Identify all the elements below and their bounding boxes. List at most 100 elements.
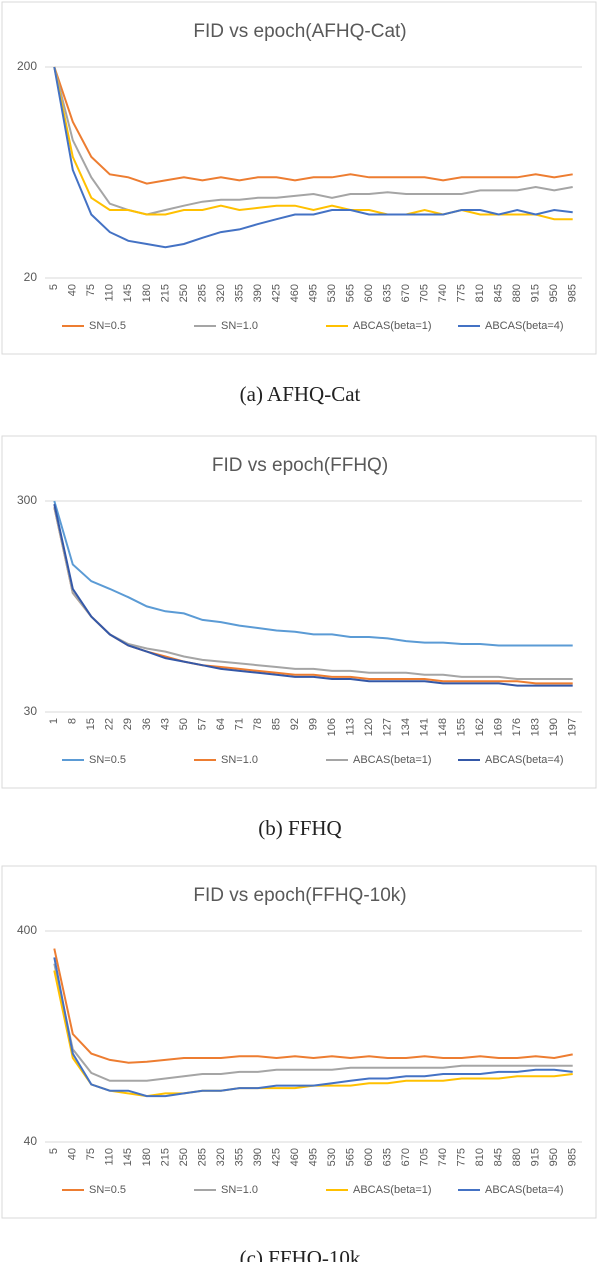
x-tick-label: 845 (493, 284, 505, 302)
legend-label: ABCAS(beta=4) (485, 1184, 564, 1196)
x-tick-label: 92 (289, 718, 301, 730)
x-tick-label: 176 (511, 718, 523, 736)
chart-title: FID vs epoch(FFHQ) (212, 455, 388, 476)
x-tick-label: 320 (215, 284, 227, 302)
x-tick-label: 106 (326, 718, 338, 736)
legend-label: SN=0.5 (89, 320, 126, 332)
x-tick-label: 57 (196, 718, 208, 730)
x-tick-label: 145 (122, 284, 134, 302)
legend-label: SN=1.0 (221, 754, 258, 766)
x-tick-label: 985 (567, 1148, 579, 1166)
chart-title: FID vs epoch(AFHQ-Cat) (193, 21, 406, 42)
caption: (a) AFHQ-Cat (240, 382, 361, 406)
series-line (53, 66, 573, 221)
x-tick-label: 285 (196, 284, 208, 302)
legend-label: SN=0.5 (89, 1184, 126, 1196)
x-tick-label: 390 (252, 1148, 264, 1166)
series-line (53, 507, 573, 680)
x-tick-label: 250 (178, 1148, 190, 1166)
x-tick-label: 740 (437, 284, 449, 302)
x-tick-label: 148 (437, 718, 449, 736)
x-tick-label: 810 (474, 284, 486, 302)
x-tick-label: 99 (307, 718, 319, 730)
x-tick-label: 530 (326, 1148, 338, 1166)
x-tick-label: 915 (530, 1148, 542, 1166)
y-tick-label: 300 (17, 493, 37, 507)
x-tick-label: 197 (567, 718, 579, 736)
x-tick-label: 110 (104, 1148, 116, 1166)
chart-title: FID vs epoch(FFHQ-10k) (193, 885, 406, 906)
legend-label: ABCAS(beta=1) (353, 754, 432, 766)
x-tick-label: 425 (270, 284, 282, 302)
legend-label: ABCAS(beta=4) (485, 320, 564, 332)
x-tick-label: 5 (48, 284, 60, 290)
x-tick-label: 460 (289, 1148, 301, 1166)
x-tick-label: 950 (548, 284, 560, 302)
x-tick-label: 600 (363, 284, 375, 302)
x-tick-label: 22 (104, 718, 116, 730)
series-line (53, 500, 573, 647)
x-tick-label: 215 (159, 284, 171, 302)
x-tick-label: 705 (419, 1148, 431, 1166)
x-tick-label: 85 (270, 718, 282, 730)
x-tick-label: 113 (344, 718, 356, 736)
x-tick-label: 810 (474, 1148, 486, 1166)
series-line (53, 66, 573, 185)
legend-label: ABCAS(beta=4) (485, 754, 564, 766)
x-tick-label: 495 (307, 1148, 319, 1166)
x-tick-label: 950 (548, 1148, 560, 1166)
x-tick-label: 40 (67, 284, 79, 296)
x-tick-label: 215 (159, 1148, 171, 1166)
x-tick-label: 635 (381, 1148, 393, 1166)
y-tick-label: 40 (24, 1134, 38, 1148)
x-tick-label: 670 (400, 1148, 412, 1166)
series-line (53, 970, 573, 1098)
x-tick-label: 75 (85, 1148, 97, 1160)
legend-label: ABCAS(beta=1) (353, 320, 432, 332)
caption: (b) FFHQ (258, 816, 341, 840)
x-tick-label: 5 (48, 1148, 60, 1154)
y-tick-label: 30 (24, 704, 38, 718)
y-tick-label: 20 (24, 270, 38, 284)
x-tick-label: 127 (381, 718, 393, 736)
x-tick-label: 43 (159, 718, 171, 730)
series-line (53, 957, 573, 1098)
x-tick-label: 141 (419, 718, 431, 736)
x-tick-label: 1 (48, 718, 60, 724)
x-tick-label: 110 (104, 284, 116, 302)
x-tick-label: 8 (67, 718, 79, 724)
y-tick-label: 200 (17, 59, 37, 73)
caption: (c) FFHQ-10k (240, 1246, 361, 1262)
x-tick-label: 75 (85, 284, 97, 296)
x-tick-label: 64 (215, 718, 227, 730)
x-tick-label: 180 (141, 284, 153, 302)
x-tick-label: 530 (326, 284, 338, 302)
x-tick-label: 169 (493, 718, 505, 736)
x-tick-label: 495 (307, 284, 319, 302)
x-tick-label: 190 (548, 718, 560, 736)
x-tick-label: 285 (196, 1148, 208, 1166)
series-line (53, 66, 573, 249)
x-tick-label: 120 (363, 718, 375, 736)
x-tick-label: 145 (122, 1148, 134, 1166)
x-tick-label: 134 (400, 718, 412, 736)
legend-label: ABCAS(beta=1) (353, 1184, 432, 1196)
x-tick-label: 670 (400, 284, 412, 302)
x-tick-label: 565 (344, 1148, 356, 1166)
legend-label: SN=0.5 (89, 754, 126, 766)
x-tick-label: 635 (381, 284, 393, 302)
legend-label: SN=1.0 (221, 1184, 258, 1196)
series-line (53, 948, 573, 1064)
x-tick-label: 880 (511, 1148, 523, 1166)
x-tick-label: 71 (233, 718, 245, 730)
x-tick-label: 162 (474, 718, 486, 736)
x-tick-label: 50 (178, 718, 190, 730)
chart-frame (1, 1, 597, 355)
x-tick-label: 425 (270, 1148, 282, 1166)
x-tick-label: 565 (344, 284, 356, 302)
x-tick-label: 740 (437, 1148, 449, 1166)
x-tick-label: 775 (456, 1148, 468, 1166)
x-tick-label: 355 (233, 284, 245, 302)
